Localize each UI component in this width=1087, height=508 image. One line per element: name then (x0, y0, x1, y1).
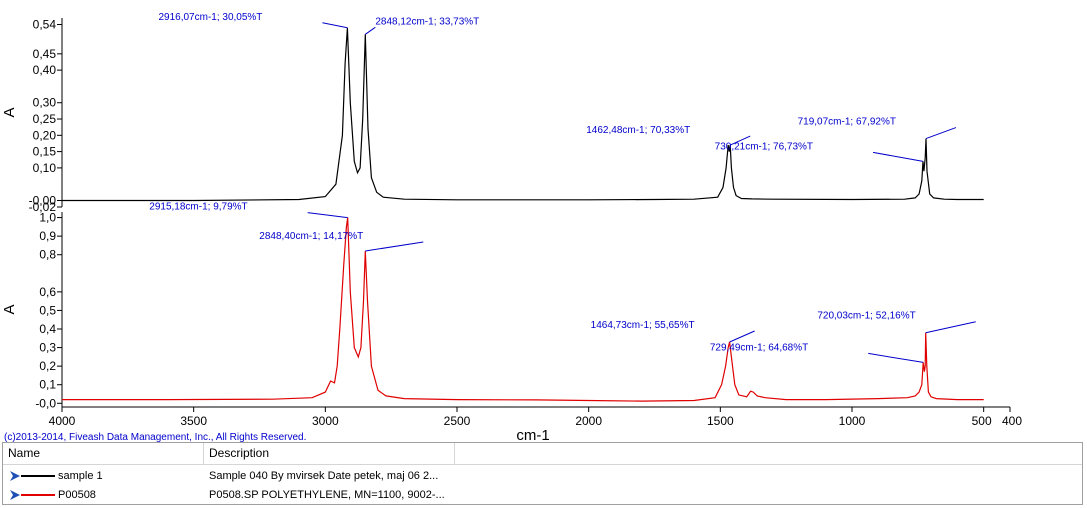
y-axis-label: A (1, 107, 18, 117)
y-tick-label: 0,20 (33, 128, 57, 142)
y-tick-label: 0,10 (33, 161, 57, 175)
x-axis: 4000 3500 3000 2500 2000 1500 1000 500 400 (49, 406, 1022, 428)
arrow-icon (10, 490, 20, 500)
legend-row-description: Sample 040 By mvirsek Date petek, maj 06… (209, 470, 439, 482)
peak-annotation: 1462,48cm-1; 70,33%T (586, 125, 690, 136)
series-line (62, 217, 984, 402)
bottom-spectrum-plot: 1,0 0,9 0,8 0,6 0,5 0,4 0,3 0,2 0,1 -0,0 A 2915,18c… (1, 202, 984, 410)
y-tick-label: 0,6 (39, 285, 56, 299)
arrow-icon (10, 471, 20, 481)
peak-annotation: 720,03cm-1; 52,16%T (817, 311, 915, 322)
peak-annotation: 729,49cm-1; 64,68%T (710, 342, 808, 353)
annotation-leader (322, 22, 348, 29)
annotation-leader (365, 26, 376, 35)
y-tick-label: 0,30 (33, 96, 57, 110)
y-tick-label: 1,0 (39, 211, 56, 225)
annotation-leader (365, 241, 424, 252)
y-tick-label: 0,8 (39, 248, 56, 262)
y-tick-label: -0,0 (35, 396, 56, 410)
y-tick-label: 0,2 (39, 359, 56, 373)
column-header-name[interactable]: Name (3, 443, 204, 464)
annotation-leader (925, 127, 957, 140)
peak-annotation: 2848,12cm-1; 33,73%T (375, 16, 479, 27)
x-tick-label: 1000 (839, 414, 866, 428)
x-tick-label: 400 (1002, 414, 1022, 428)
legend-row-name: sample 1 (58, 470, 103, 482)
y-tick-label: 0,9 (39, 229, 56, 243)
peak-annotation: 2848,40cm-1; 14,17%T (259, 231, 363, 242)
copyright-text: (c)2013-2014, Fiveash Data Management, I… (4, 432, 306, 442)
x-tick-label: 3000 (312, 414, 339, 428)
series-line (62, 27, 984, 202)
annotation-leader (925, 321, 976, 334)
peak-annotation: 2916,07cm-1; 30,05%T (158, 12, 262, 23)
x-tick-label: 500 (972, 414, 992, 428)
annotation-leader (307, 212, 348, 219)
y-tick-label: 0,1 (39, 378, 56, 392)
x-tick-label: 2500 (444, 414, 471, 428)
y-tick-label: -0,02 (29, 200, 57, 214)
y-tick-label: 0,4 (39, 322, 56, 336)
y-tick-label: -0,00 (29, 193, 57, 207)
x-tick-label: 4000 (49, 414, 76, 428)
legend-row-p00508[interactable]: P00508 P0508.SP POLYETHYLENE, MN=1100, 9… (3, 485, 1082, 505)
x-tick-label: 1500 (707, 414, 734, 428)
spectrum-chart: 0,540,450,400,300,250,200,150,10-0,00-0,… (0, 0, 1087, 442)
y-tick-label: 0,15 (33, 145, 57, 159)
y-axis-label: A (1, 304, 18, 314)
peak-annotation: 2915,18cm-1; 9,79%T (149, 202, 247, 213)
annotation-leader (730, 135, 751, 146)
x-tick-label: 2000 (575, 414, 602, 428)
legend-row-name: P00508 (58, 489, 96, 501)
y-tick-label: 0,45 (33, 47, 57, 61)
annotation-leader (729, 330, 755, 343)
y-tick-label: 0,3 (39, 341, 56, 355)
legend-row-sample-1[interactable]: sample 1 Sample 040 By mvirsek Date pete… (3, 466, 1082, 486)
x-tick-label: 3500 (180, 414, 207, 428)
peak-annotation: 730,21cm-1; 76,73%T (715, 141, 813, 152)
series-color-swatch (21, 494, 55, 496)
legend-row-description: P0508.SP POLYETHYLENE, MN=1100, 9002-... (209, 489, 445, 501)
top-spectrum-plot: 0,54 0,45 0,40 0,30 0,25 0,20 0,15 0,10 -0,00-0,… (1, 12, 984, 214)
y-tick-label: 0,5 (39, 303, 56, 317)
y-tick-label: 0,54 (33, 18, 57, 32)
y-tick-label: 0,25 (33, 112, 57, 126)
legend-header: Name Description (3, 443, 1082, 465)
annotation-leader (872, 151, 924, 162)
y-tick-label: 0,40 (33, 63, 57, 77)
column-header-description[interactable]: Description (204, 443, 455, 464)
x-axis-label: cm-1 (516, 427, 549, 442)
peak-annotation: 1464,73cm-1; 55,65%T (591, 320, 695, 331)
annotation-leader (868, 352, 924, 363)
peak-annotation: 719,07cm-1; 67,92%T (798, 117, 896, 128)
series-color-swatch (21, 475, 55, 477)
chart-background (0, 0, 1087, 442)
legend-table: Name Description sample 1 Sample 040 By … (2, 442, 1083, 505)
